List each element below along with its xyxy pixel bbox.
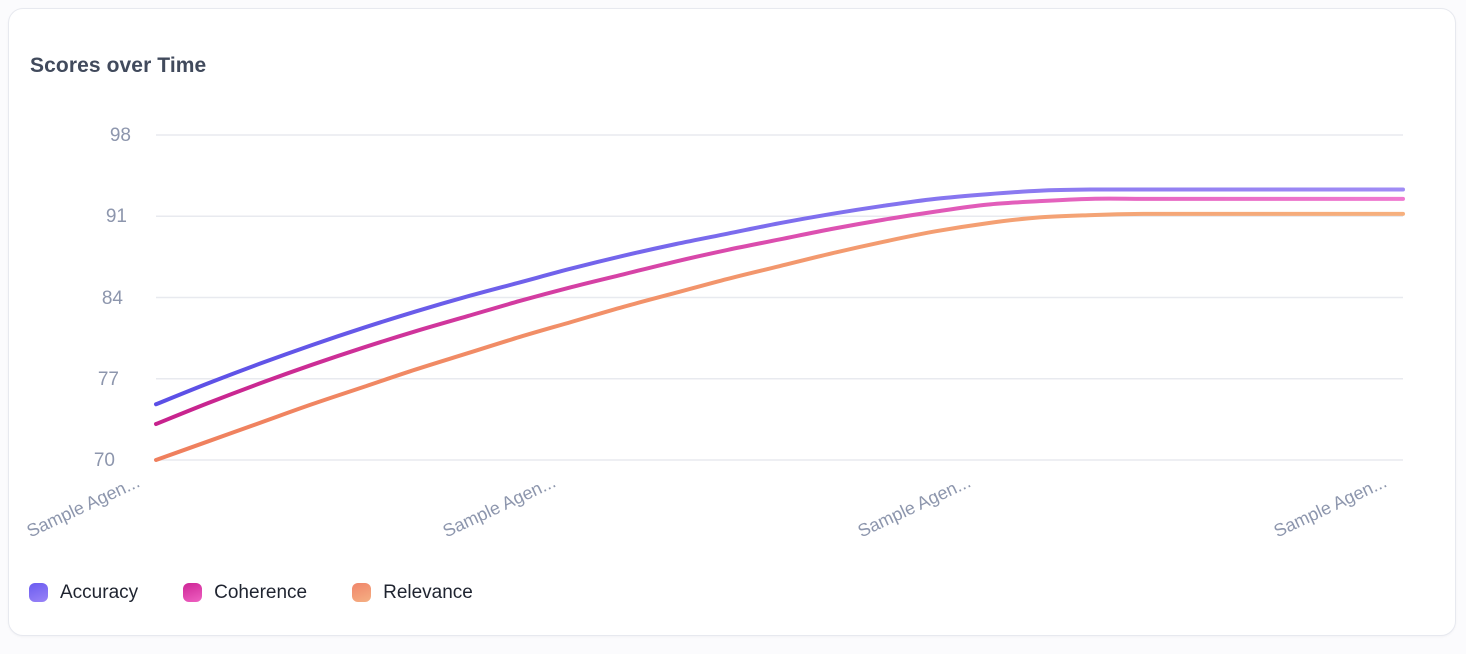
legend-item-label: Accuracy: [60, 582, 139, 603]
legend-item-accuracy[interactable]: Accuracy: [29, 583, 138, 602]
chart-legend: Accuracy Coherence Relevance: [29, 583, 518, 602]
line-chart-svg: [154, 134, 1405, 462]
legend-item-coherence[interactable]: Coherence: [183, 583, 307, 602]
chart-plot-area: 98 91 84 77 70 Sample Agen... Sample Agen... S…: [9, 9, 1457, 637]
page-title: Scores over Time: [30, 54, 207, 77]
series-line-accuracy[interactable]: [154, 187, 1405, 407]
y-axis-tick-label: 98: [109, 125, 131, 146]
series-line-coherence[interactable]: [154, 196, 1405, 427]
legend-swatch-icon: [29, 583, 48, 602]
legend-item-label: Coherence: [214, 582, 308, 603]
y-axis-tick-label: 77: [97, 368, 119, 390]
legend-swatch-icon: [352, 583, 372, 602]
legend-item-label: Relevance: [383, 582, 473, 603]
series-line-relevance[interactable]: [154, 211, 1405, 462]
chart-card: Scores over Time 98 91 84 77 70 Sample Agen.…: [8, 8, 1456, 636]
legend-item-relevance[interactable]: Relevance: [352, 583, 473, 602]
y-axis-tick-label: 70: [93, 450, 115, 471]
y-axis-tick-label: 91: [105, 206, 127, 228]
y-axis-tick-label: 84: [101, 287, 123, 309]
legend-swatch-icon: [183, 583, 203, 602]
